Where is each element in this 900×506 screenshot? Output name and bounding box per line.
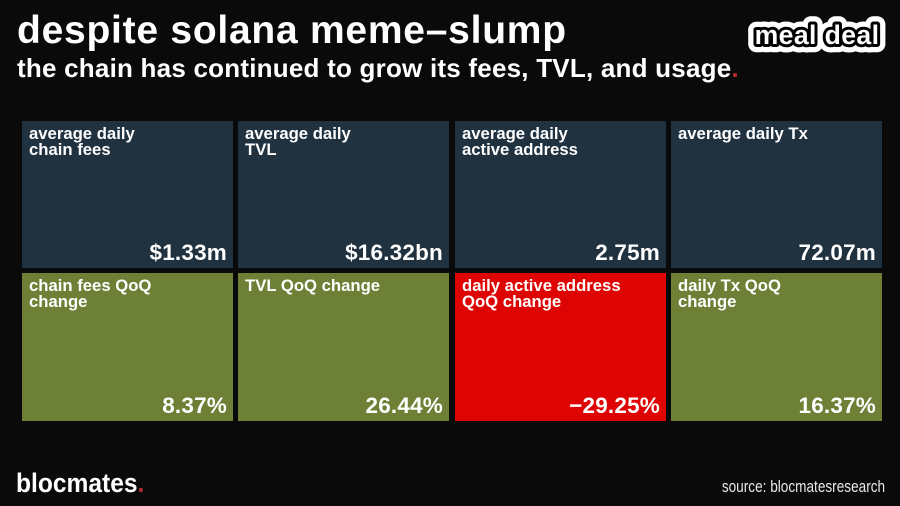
svg-text:meal deal: meal deal	[755, 20, 880, 50]
svg-text:meal deal: meal deal	[755, 20, 880, 50]
